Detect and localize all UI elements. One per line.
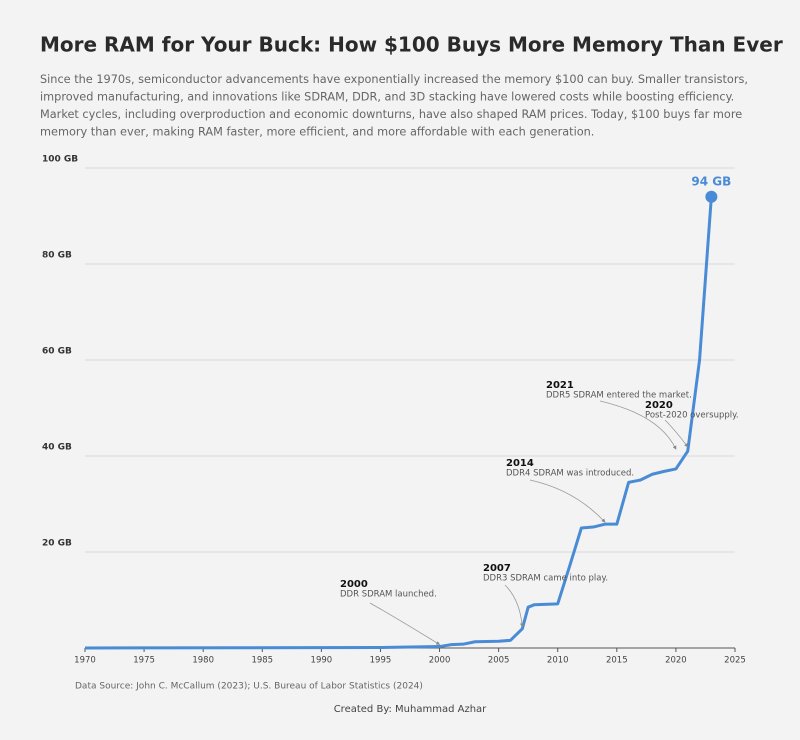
- x-tick-label: 2010: [547, 656, 569, 666]
- x-tick-label: 1990: [311, 656, 333, 666]
- data-label: 94 GB: [691, 174, 731, 188]
- x-tick-label: 1995: [370, 656, 392, 666]
- subtitle: memory than ever, making RAM faster, mor…: [40, 126, 594, 139]
- x-tick-label: 1980: [192, 656, 214, 666]
- y-tick-label: 20 GB: [42, 539, 72, 549]
- annotation-arrow: [664, 419, 689, 448]
- x-tick-label: 2020: [665, 656, 687, 666]
- x-tick-label: 1975: [133, 656, 155, 666]
- y-tick-label: 100 GB: [42, 155, 78, 165]
- subtitle: Market cycles, including overproduction …: [40, 108, 742, 121]
- source: Data Source: John C. McCallum (2023); U.…: [75, 682, 423, 692]
- x-tick-label: 2005: [488, 656, 510, 666]
- y-tick-label: 80 GB: [42, 251, 72, 261]
- annotation-text: DDR SDRAM launched.: [340, 590, 437, 600]
- credit: Created By: Muhammad Azhar: [334, 704, 487, 715]
- annotation-text: Post-2020 oversupply.: [645, 411, 739, 421]
- annotation-arrow: [599, 400, 677, 450]
- chart-title: More RAM for Your Buck: How $100 Buys Mo…: [40, 33, 783, 57]
- annotation-text: DDR5 SDRAM entered the market.: [546, 391, 692, 401]
- x-tick-label: 1985: [251, 656, 273, 666]
- x-tick-label: 2025: [724, 656, 746, 666]
- annotation-arrow: [369, 602, 441, 645]
- x-tick-label: 2000: [429, 656, 451, 666]
- y-tick-label: 60 GB: [42, 347, 72, 357]
- y-tick-label: 40 GB: [42, 443, 72, 453]
- annotation-arrow: [529, 479, 606, 523]
- annotation-year: 2021: [546, 380, 574, 391]
- annotation-text: DDR3 SDRAM came into play.: [483, 574, 608, 584]
- end-point: [705, 190, 718, 203]
- annotation-year: 2000: [340, 579, 368, 590]
- subtitle: Since the 1970s, semiconductor advanceme…: [40, 73, 748, 86]
- annotation-year: 2014: [506, 458, 534, 469]
- annotation-year: 2007: [483, 563, 511, 574]
- annotation-arrow: [504, 584, 524, 628]
- annotation-year: 2020: [645, 400, 673, 411]
- x-tick-label: 2015: [606, 656, 628, 666]
- annotation-text: DDR4 SDRAM was introduced.: [506, 469, 634, 479]
- x-tick-label: 1970: [74, 656, 96, 666]
- subtitle: improved manufacturing, and innovations …: [40, 91, 734, 104]
- data-line: [84, 196, 713, 650]
